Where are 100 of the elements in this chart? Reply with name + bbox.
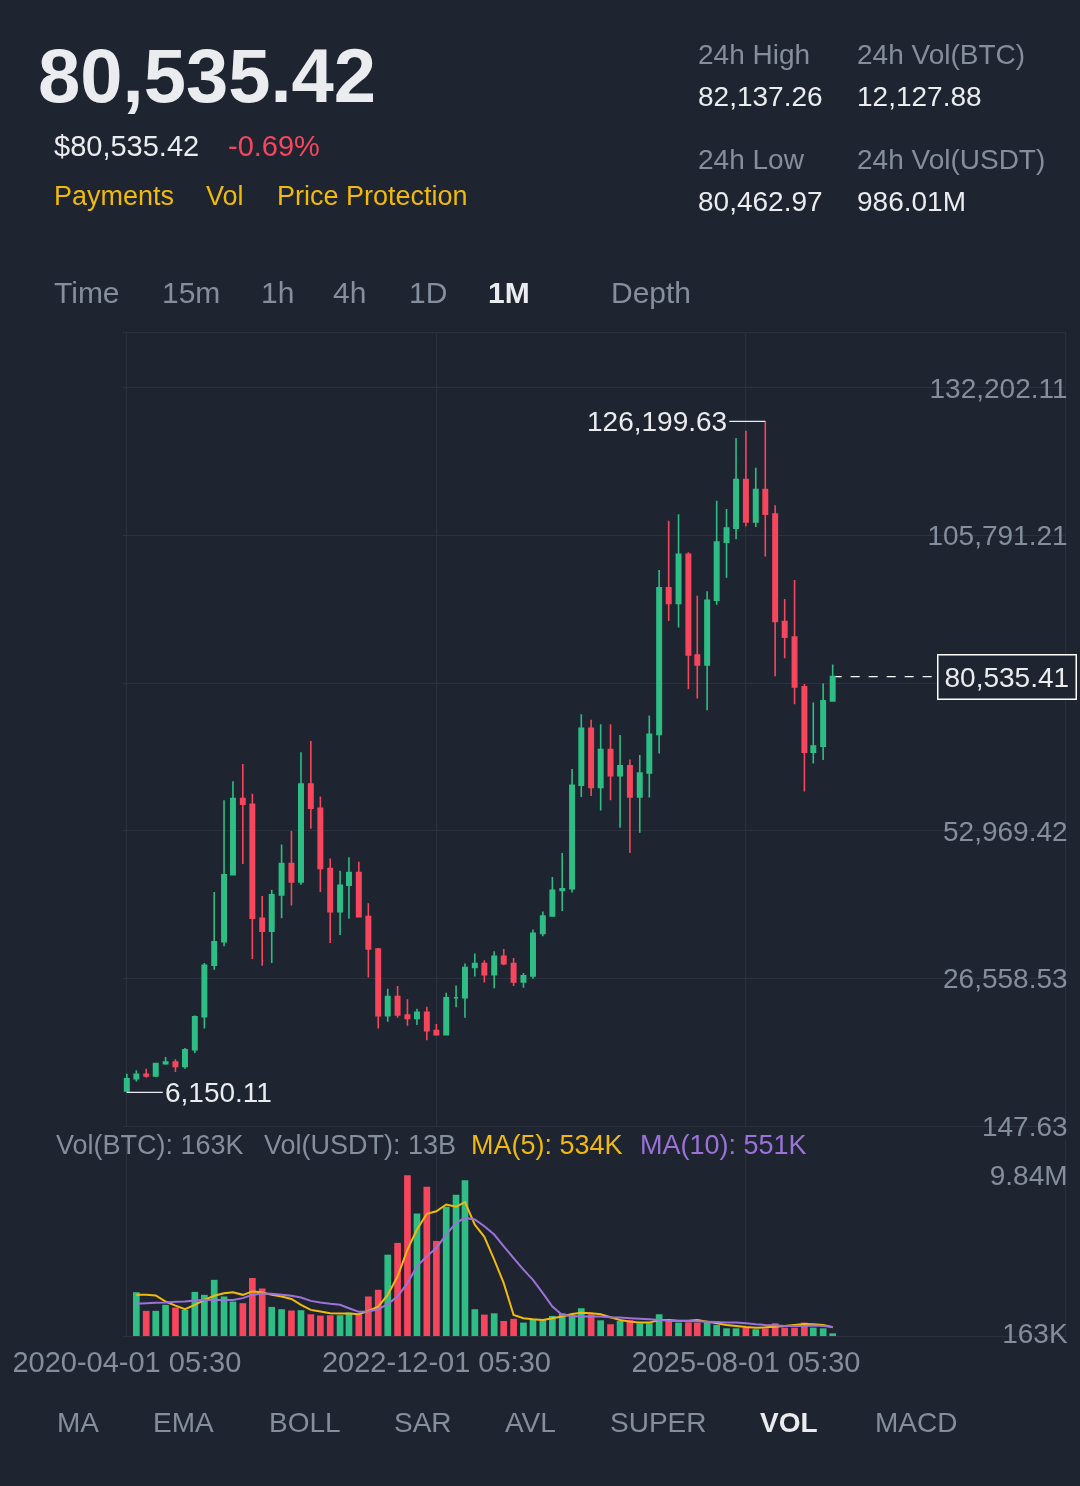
candlestick [597,723,604,812]
candlestick [461,962,468,1019]
candlestick [791,579,798,705]
bar [549,1315,556,1336]
text: Depth [611,276,692,309]
bar [162,1304,169,1336]
bar [752,1329,760,1336]
candlestick [471,952,478,978]
candlestick [162,1056,169,1066]
candlestick [375,947,382,1030]
bar [336,1315,344,1336]
bar [713,1324,721,1336]
y-tick-label: 26,558.53 [943,963,1068,995]
candlestick [781,598,788,660]
candlestick [337,869,344,936]
text: EMA [153,1407,214,1438]
candlestick [500,948,507,967]
annotation: 126,199.63 [587,406,728,437]
text: 80,535.42 [38,32,377,118]
bar [442,1206,450,1336]
text: 24h Low [698,144,805,175]
bar [142,1310,150,1336]
text: 12,127.88 [857,81,982,112]
candlestick [694,594,701,700]
candlestick [345,856,352,920]
y-tick-label: 105,791.21 [927,520,1068,552]
bar [317,1315,324,1336]
text: 24h Vol(USDT) [857,144,1046,175]
bar [510,1318,517,1336]
bar [404,1175,411,1336]
bar [791,1327,798,1336]
bar [732,1328,740,1336]
candlestick [810,701,817,765]
candlestick [713,499,720,606]
candlestick [733,437,740,541]
candlestick [723,508,730,579]
candlestick [239,763,246,865]
text: Payments [54,181,175,211]
bar [481,1314,488,1336]
bar [665,1320,673,1336]
bar [500,1320,508,1336]
text: 15m [162,276,221,309]
text: VOL [760,1407,818,1438]
bar [278,1309,285,1336]
text: 24h Vol(BTC) [857,39,1026,70]
candlestick [152,1062,159,1078]
annotation: 6,150.11 [165,1077,272,1108]
bar [210,1279,218,1336]
text: 80,462.97 [698,186,823,217]
y-tick-label: 147.63 [981,1110,1068,1142]
text: 24h High [698,39,811,70]
bar [616,1320,624,1336]
candlestick [259,895,266,967]
bar [819,1328,827,1336]
candlestick [414,1008,420,1026]
bar [636,1323,644,1336]
ref-line-label: 80,535.41 [944,661,1070,693]
candlestick [249,792,256,960]
candlestick [201,962,208,1030]
text: SAR [394,1407,452,1438]
bar [288,1310,295,1336]
bar [268,1306,276,1336]
text: SUPER [610,1407,707,1438]
candlestick [317,795,324,893]
candlestick [394,985,401,1019]
text: MA(10): 551K [640,1130,807,1160]
candlestick [181,1047,188,1070]
text: 1D [409,276,448,309]
bar [181,1309,189,1336]
bar [258,1288,266,1336]
bar [675,1322,682,1336]
candlestick [229,780,236,877]
candlestick [801,683,808,793]
bar [326,1315,334,1336]
candlestick [510,957,517,987]
bar [597,1320,605,1336]
candlestick [384,987,391,1023]
candlestick [636,754,643,834]
candlestick [704,590,711,712]
candlestick [549,876,556,918]
candlestick [355,861,362,918]
candlestick [530,928,536,980]
bar [394,1242,401,1336]
candlestick [211,891,218,971]
candlestick [559,852,566,912]
candlestick [433,1023,440,1037]
bar [374,1289,382,1336]
candlestick [617,734,624,829]
bar [781,1327,789,1336]
bar [249,1278,256,1336]
bar [297,1310,305,1336]
candlestick [607,723,614,802]
y-tick-label: 132,202.11 [929,372,1068,404]
bar [693,1322,701,1336]
candlestick [404,998,411,1027]
bar [239,1303,247,1336]
candlestick [578,713,585,798]
bar [645,1323,653,1336]
bar [307,1314,315,1336]
text: MA [57,1407,100,1438]
